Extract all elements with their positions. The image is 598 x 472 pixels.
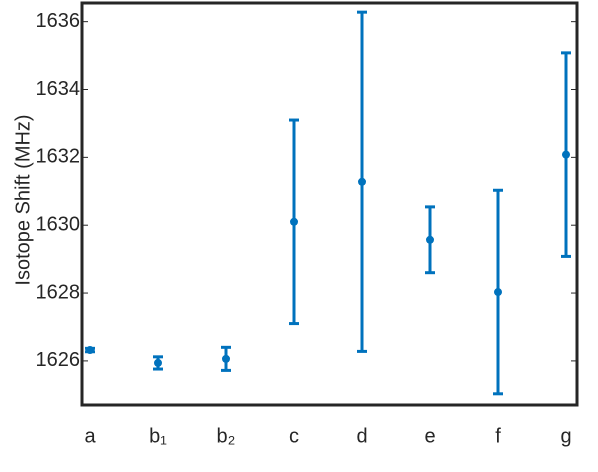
y-tick-label: 1628	[36, 281, 81, 303]
y-axis-label: Isotope Shift (MHz)	[12, 114, 34, 285]
y-tick-label: 1634	[36, 78, 81, 100]
x-tick-label: b₂	[217, 425, 236, 447]
x-tick-label: d	[356, 425, 367, 447]
data-point	[426, 235, 434, 244]
x-tick-label: b₁	[149, 425, 167, 447]
data-point	[86, 346, 94, 355]
x-tick-label: g	[560, 425, 571, 447]
data-point	[154, 358, 162, 367]
data-point	[358, 177, 366, 186]
y-tick-label: 1632	[36, 146, 81, 168]
y-tick-label: 1626	[36, 349, 81, 371]
x-tick-label: f	[495, 425, 501, 447]
y-tick-label: 1636	[36, 10, 81, 32]
x-tick-label: e	[424, 425, 435, 447]
plot-frame	[80, 1, 579, 407]
y-tick-label: 1630	[36, 213, 81, 235]
data-point	[494, 288, 502, 297]
data-point	[222, 354, 230, 363]
data-point	[290, 217, 298, 226]
x-tick-label: c	[289, 425, 299, 447]
data-point	[562, 150, 570, 159]
x-tick-label: a	[84, 425, 96, 447]
